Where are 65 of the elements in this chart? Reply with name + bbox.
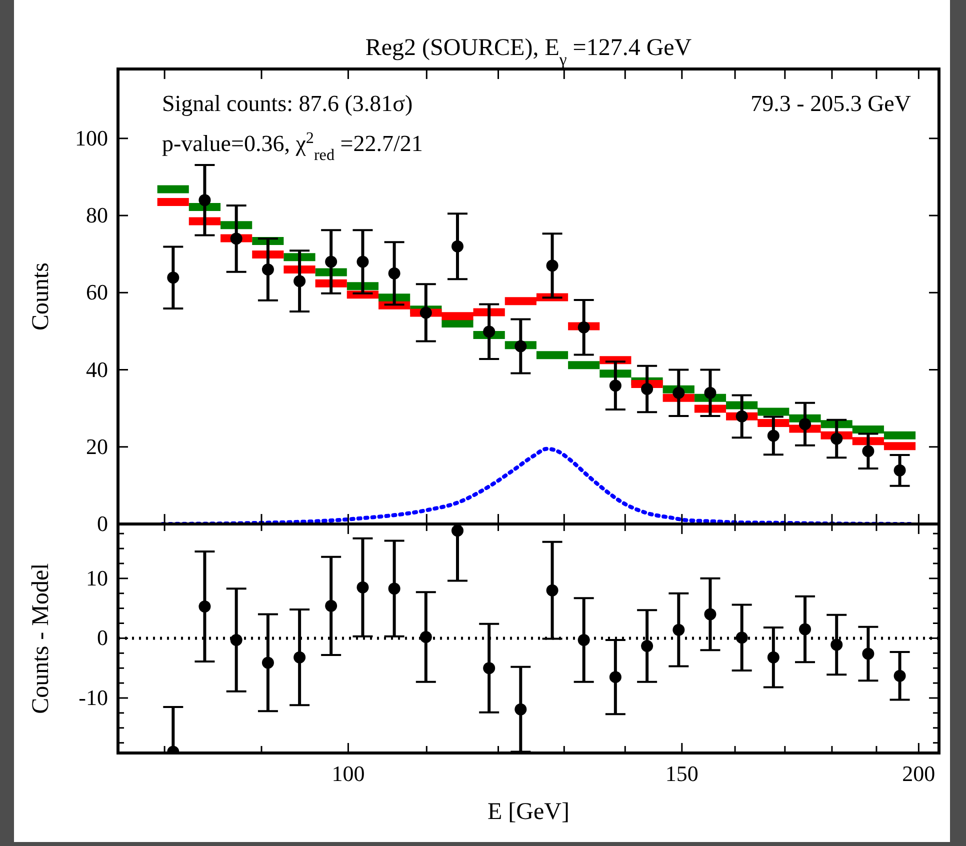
point bbox=[356, 256, 369, 268]
point bbox=[262, 656, 274, 669]
point bbox=[641, 640, 654, 652]
y-tick-label: 100 bbox=[75, 125, 108, 150]
point bbox=[546, 260, 558, 272]
annotation: Signal counts: 87.6 (3.81σ) bbox=[162, 91, 413, 116]
point bbox=[514, 703, 527, 716]
point bbox=[451, 240, 464, 252]
point bbox=[230, 232, 242, 245]
point bbox=[609, 671, 622, 684]
point bbox=[862, 445, 874, 458]
point bbox=[704, 386, 716, 399]
point bbox=[799, 418, 812, 430]
point bbox=[388, 267, 400, 280]
point bbox=[420, 306, 432, 319]
point bbox=[198, 194, 211, 206]
y-tick-label: -10 bbox=[78, 684, 108, 710]
y-axis-title: Counts bbox=[28, 262, 54, 331]
point bbox=[609, 380, 622, 392]
point bbox=[672, 386, 685, 399]
point bbox=[420, 631, 432, 644]
point bbox=[546, 584, 558, 596]
point bbox=[514, 340, 527, 352]
point bbox=[894, 670, 906, 682]
annotation: 79.3 - 205.3 GeV bbox=[750, 91, 912, 116]
point bbox=[325, 600, 338, 612]
y-tick-label: 40 bbox=[86, 356, 108, 382]
y-tick-label: 10 bbox=[86, 565, 108, 590]
point bbox=[736, 632, 748, 644]
point bbox=[767, 430, 780, 442]
y-tick-label: 20 bbox=[86, 434, 108, 459]
point bbox=[767, 651, 780, 664]
point bbox=[704, 608, 716, 620]
point bbox=[262, 264, 274, 276]
x-tick-label: 150 bbox=[665, 761, 698, 786]
x-tick-label: 100 bbox=[332, 761, 365, 786]
point bbox=[294, 651, 306, 664]
point bbox=[451, 524, 464, 537]
annotation: p-value=0.36, χ$^{2}$$_{red}$ =22.7/21 bbox=[162, 130, 423, 164]
point bbox=[356, 581, 369, 594]
y-axis-title: Counts - Model bbox=[28, 562, 54, 714]
point bbox=[325, 256, 338, 268]
point bbox=[483, 662, 496, 674]
point bbox=[641, 383, 654, 396]
point bbox=[894, 464, 906, 476]
point bbox=[672, 624, 685, 636]
point bbox=[388, 582, 400, 595]
point bbox=[483, 326, 496, 338]
point bbox=[799, 623, 812, 636]
point bbox=[294, 275, 306, 288]
point bbox=[578, 321, 590, 334]
point bbox=[830, 638, 843, 651]
y-tick-label: 0 bbox=[97, 625, 108, 650]
point bbox=[167, 272, 180, 284]
point bbox=[830, 432, 843, 445]
x-axis-title: E [GeV] bbox=[488, 799, 570, 825]
y-tick-label: 60 bbox=[86, 280, 108, 305]
point bbox=[198, 600, 211, 613]
point bbox=[736, 410, 748, 422]
y-tick-label: 80 bbox=[86, 202, 108, 228]
point bbox=[578, 634, 590, 646]
point bbox=[862, 648, 874, 660]
y-tick-label: 0 bbox=[97, 511, 108, 536]
x-tick-label: 200 bbox=[902, 761, 936, 786]
point bbox=[230, 634, 242, 646]
